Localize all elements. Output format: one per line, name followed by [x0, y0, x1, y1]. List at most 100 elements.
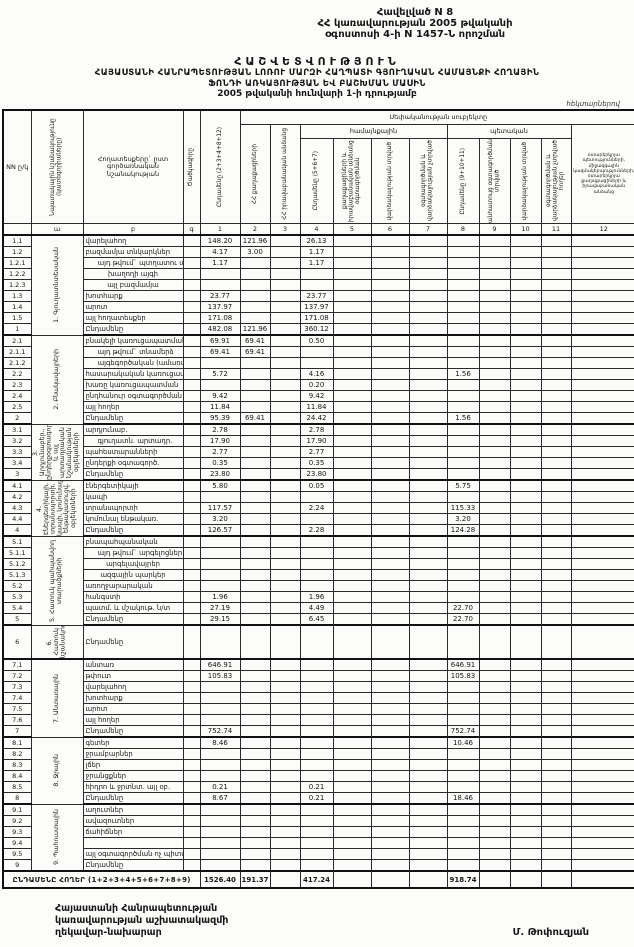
value-cell-c5	[332, 792, 372, 805]
value-cell-c12	[570, 301, 634, 313]
value-cell-c1: 1.17	[199, 257, 241, 269]
land-type-cell: վարելահող	[82, 234, 184, 247]
value-cell-c2	[239, 591, 271, 603]
value-cell-c12	[570, 681, 634, 693]
land-type-cell: գետեր	[82, 736, 184, 749]
row-num-cell: 1.3	[2, 290, 32, 302]
category-label: 2. Բնակավայրերի	[52, 349, 60, 410]
value-cell-c10	[509, 312, 542, 324]
code-cell	[182, 613, 201, 626]
value-cell-c4	[299, 268, 334, 280]
value-cell-c2	[239, 312, 271, 324]
code-cell	[182, 714, 201, 726]
value-cell-c11	[540, 692, 572, 704]
value-cell-c9	[478, 301, 511, 313]
row-num-cell: 2.1.1	[2, 346, 32, 358]
table-row: 5.1 5. Հատուկ պահպանվող տարածքների բնապահպ…	[2, 535, 634, 626]
value-cell-c4	[299, 658, 334, 671]
value-cell-c11	[540, 312, 572, 324]
land-type-cell: պահեստարանների	[82, 446, 184, 458]
land-type-cell: այլ հողեր	[82, 401, 184, 413]
value-cell-c3	[269, 613, 301, 626]
table-row: 9.2 ավազուտներ	[2, 815, 634, 827]
header-col3: ՀՀ իրավաբանական անձանց	[269, 124, 301, 224]
units-note: հեկտարներով	[566, 100, 620, 108]
category-label: 8. Ջրային	[52, 754, 60, 787]
value-cell-c12	[570, 279, 634, 291]
value-cell-c7	[408, 859, 448, 872]
value-cell-c10	[509, 257, 542, 269]
code-cell	[182, 770, 201, 782]
grand-total-value-c7	[408, 870, 448, 889]
land-type-cell: ընդհանուր օգտագործման	[82, 390, 184, 402]
value-cell-c3	[269, 591, 301, 603]
value-cell-c7	[408, 658, 448, 671]
row-num-cell: 4.3	[2, 502, 32, 514]
value-cell-c2	[239, 535, 271, 548]
code-cell	[182, 759, 201, 771]
land-type-cell: այլ հողատեսքեր	[82, 312, 184, 324]
value-cell-c7	[408, 792, 448, 805]
table-row: 7.3 վարելահող	[2, 681, 634, 693]
code-cell	[182, 748, 201, 760]
value-cell-c8	[446, 826, 480, 838]
value-cell-c3	[269, 624, 301, 660]
value-cell-c11	[540, 815, 572, 827]
value-cell-c9	[478, 792, 511, 805]
value-cell-c6	[370, 368, 410, 380]
value-cell-c12	[570, 435, 634, 447]
value-cell-c4	[299, 703, 334, 715]
value-cell-c6	[370, 837, 410, 849]
table-header: NN ը/կ Նպատակային նշանակությունը (կատեգո…	[2, 109, 634, 236]
value-cell-c5	[332, 725, 372, 738]
value-cell-c9	[478, 803, 511, 816]
value-cell-c5	[332, 524, 372, 537]
row-num-cell: 7.6	[2, 714, 32, 726]
header-col9: անհատույց օգտագործման տրված	[478, 138, 511, 224]
value-cell-c6	[370, 346, 410, 358]
value-cell-c7	[408, 301, 448, 313]
value-cell-c7	[408, 759, 448, 771]
value-cell-c1: 105.83	[199, 670, 241, 682]
value-cell-c9	[478, 658, 511, 671]
value-cell-c8	[446, 357, 480, 369]
value-cell-c9	[478, 334, 511, 347]
value-cell-c4	[299, 736, 334, 749]
value-cell-c7	[408, 815, 448, 827]
value-cell-c6	[370, 290, 410, 302]
value-cell-c1	[199, 535, 241, 548]
value-cell-c11	[540, 624, 572, 660]
header-band-ownership: Սեփականության սուբյեկտը	[239, 109, 634, 125]
grand-total-value-c4: 417.24	[299, 870, 334, 889]
value-cell-c6	[370, 379, 410, 391]
value-cell-c1: 17.90	[199, 435, 241, 447]
value-cell-c3	[269, 848, 301, 860]
row-num-cell: 8.3	[2, 759, 32, 771]
value-cell-c7	[408, 703, 448, 715]
value-cell-c1: 0.21	[199, 781, 241, 793]
value-cell-c12	[570, 624, 634, 660]
land-type-cell: ճահիճներ	[82, 826, 184, 838]
value-cell-c5	[332, 770, 372, 782]
code-cell	[182, 401, 201, 413]
row-num-cell: 1.2	[2, 246, 32, 258]
row-num-cell: 7.3	[2, 681, 32, 693]
value-cell-c5	[332, 558, 372, 570]
value-cell-c12	[570, 670, 634, 682]
value-cell-c9	[478, 435, 511, 447]
value-cell-c7	[408, 837, 448, 849]
value-cell-c3	[269, 792, 301, 805]
value-cell-c3	[269, 290, 301, 302]
value-cell-c5	[332, 692, 372, 704]
header-col2: ՀՀ քաղաքացիների	[239, 124, 271, 224]
code-cell	[182, 547, 201, 559]
value-cell-c5	[332, 346, 372, 358]
value-cell-c9	[478, 826, 511, 838]
value-cell-c4	[299, 346, 334, 358]
value-cell-c2	[239, 714, 271, 726]
value-cell-c1: 23.80	[199, 468, 241, 481]
value-cell-c9	[478, 837, 511, 849]
column-index: բ	[82, 223, 184, 236]
value-cell-c11	[540, 346, 572, 358]
value-cell-c11	[540, 748, 572, 760]
